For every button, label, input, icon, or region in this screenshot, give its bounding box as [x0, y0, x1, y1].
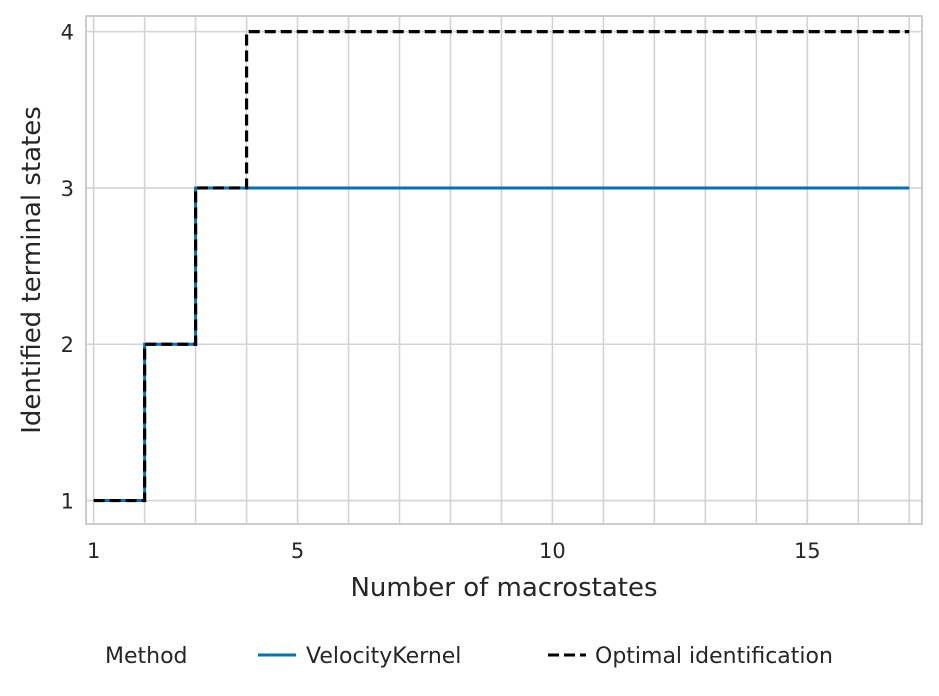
y-tick-label: 1 [61, 490, 74, 514]
y-tick-label: 2 [61, 333, 74, 357]
y-axis-label: Identified terminal states [17, 106, 47, 434]
plot-frame [85, 15, 923, 525]
series-line-optimal-identification [93, 30, 910, 503]
grid [86, 16, 922, 524]
series-lines [93, 30, 910, 503]
y-tick-label: 3 [61, 177, 74, 201]
legend-label-optimal-identification: Optimal identification [595, 644, 833, 669]
legend: Method VelocityKernel Optimal identifica… [105, 644, 833, 669]
x-tick-label: 1 [87, 539, 100, 563]
x-axis-label: Number of macrostates [350, 573, 657, 603]
x-tick-label: 15 [794, 539, 821, 563]
x-tick-label: 10 [539, 539, 566, 563]
legend-title: Method [105, 644, 188, 669]
legend-label-velocitykernel: VelocityKernel [306, 644, 461, 669]
x-tick-label: 5 [291, 539, 304, 563]
y-tick-label: 4 [61, 21, 74, 45]
